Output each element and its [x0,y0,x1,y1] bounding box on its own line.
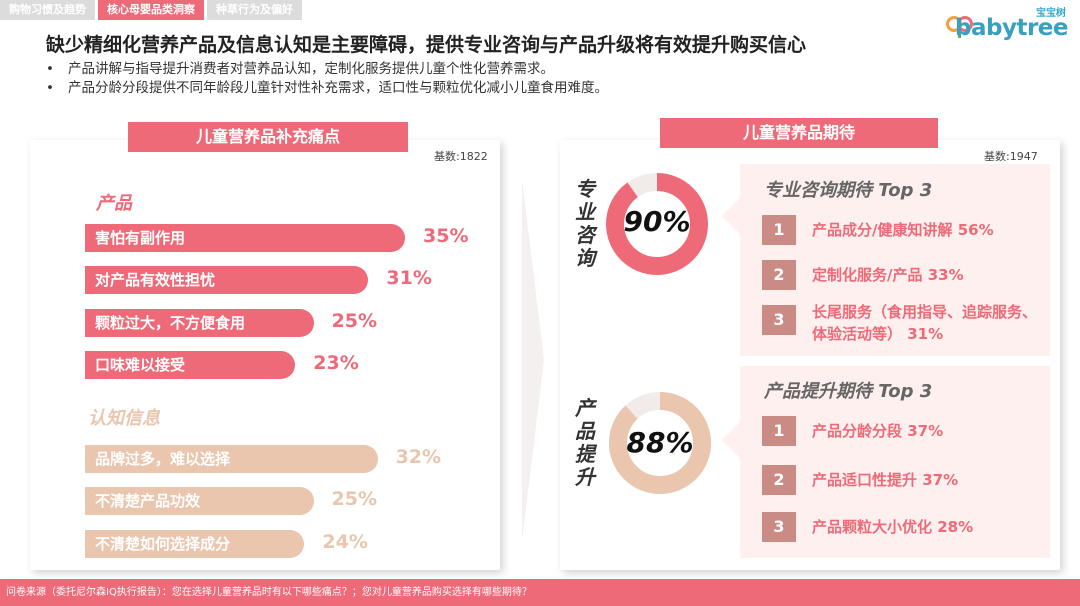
consult-char: 业 [575,200,595,224]
summary-bullets: • 产品讲解与指导提升消费者对营养品认知，定制化服务提供儿童个性化营养需求。 • 产… [46,60,608,98]
expectations-header: 儿童营养品期待 [660,118,938,148]
upgrade-char: 升 [575,465,595,489]
series-label-product: 产品 [96,193,132,214]
pain-bar-value: 25% [331,488,378,510]
pain-bar: 不清楚产品功效 [85,487,314,515]
upgrade-top3-title: 产品提升期待 Top 3 [764,381,933,402]
source-footer: 问卷来源（委托尼尔森IQ执行报告）：您在选择儿童营养品时有以下哪些痛点？；您对儿… [0,579,1080,606]
page-title: 缺少精细化营养产品及信息认知是主要障碍，提供专业咨询与产品升级将有效提升购买信心 [46,34,807,56]
pain-bar-value: 25% [331,310,378,332]
consult-rank-2: 2 [762,260,796,290]
pain-bar: 口味难以接受 [85,351,296,379]
pain-bar-value: 32% [395,446,442,468]
pain-bar: 颗粒过大，不方便食用 [85,309,314,337]
consult-char: 专 [575,177,595,201]
upgrade-char: 品 [575,419,595,443]
upgrade-item-3: 产品颗粒大小优化 28% [812,518,974,536]
logo-cn-text: 宝宝树 [1036,8,1066,19]
bullet-item: • 产品讲解与指导提升消费者对营养品认知，定制化服务提供儿童个性化营养需求。 [46,61,554,77]
consult-item-2: 定制化服务/产品 33% [812,266,964,284]
consult-rank-3: 3 [762,305,796,335]
consult-donut [606,173,708,275]
consult-donut-value: 90% [623,205,691,238]
tab-seeding-behavior[interactable]: 种草行为及偏好 [207,0,302,20]
consult-char: 询 [575,246,595,270]
pain-bar-value: 31% [386,267,432,289]
upgrade-rank-3: 3 [762,512,796,542]
pain-bar: 品牌过多，难以选择 [85,445,378,473]
pain-points-header: 儿童营养品补充痛点 [128,122,408,152]
babytree-logo-icon [946,16,973,38]
donut-arc [606,173,708,275]
bullet-item: • 产品分龄分段提供不同年龄段儿童针对性补充需求，适口性与颗粒优化减小儿童食用难度… [46,80,608,96]
upgrade-rank-2: 2 [762,465,796,495]
bullet-text: 产品分龄分段提供不同年龄段儿童针对性补充需求，适口性与颗粒优化减小儿童食用难度。 [68,80,608,96]
pain-points-base: 基数:1822 [434,150,488,163]
pain-bar-value: 23% [313,352,359,374]
pain-bar: 害怕有副作用 [85,224,405,252]
upgrade-rank-1: 1 [762,416,796,446]
bullet-text: 产品讲解与指导提升消费者对营养品认知，定制化服务提供儿童个性化营养需求。 [68,61,554,77]
expectations-base: 基数:1947 [984,150,1038,163]
donut-arc [609,392,711,494]
consult-item-1: 产品成分/健康知讲解 56% [812,221,994,239]
upgrade-item-1: 产品分龄分段 37% [812,422,944,440]
tab-category-insight[interactable]: 核心母婴品类洞察 [98,0,204,20]
pain-bar: 对产品有效性担忧 [85,266,369,294]
consult-item-3: 长尾服务（食用指导、追踪服务、体验活动等） 31% [812,303,1038,343]
series-label-cognition: 认知信息 [88,408,160,429]
logo-en-text: babytree [955,15,1068,41]
pain-bar: 不清楚如何选择成分 [85,530,305,558]
babytree-logo: 宝宝树 babytree [942,4,1072,41]
upgrade-donut [609,392,711,494]
consult-char: 咨 [575,223,595,247]
upgrade-donut-value: 88% [626,426,694,459]
consult-vertical-label: 专 业 咨 询 [572,178,598,270]
pain-bar-value: 35% [423,225,469,247]
upgrade-item-2: 产品适口性提升 37% [812,471,959,489]
upgrade-box-pointer [722,420,742,460]
consult-box-pointer [722,196,742,236]
upgrade-vertical-label: 产 品 提 升 [572,397,598,489]
tab-shopping-habits[interactable]: 购物习惯及趋势 [0,0,95,20]
pain-bar-value: 24% [322,531,368,553]
upgrade-char: 产 [575,396,595,420]
upgrade-char: 提 [575,442,595,466]
consult-top3-title: 专业咨询期待 Top 3 [764,180,933,201]
consult-rank-1: 1 [762,215,796,245]
transition-arrow [522,180,544,540]
top-tabs: 购物习惯及趋势 核心母婴品类洞察 种草行为及偏好 [0,0,302,20]
